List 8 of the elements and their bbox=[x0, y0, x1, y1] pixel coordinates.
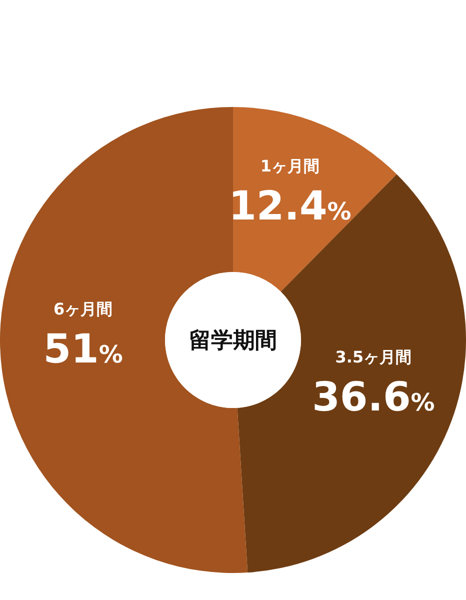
slice-label: 3.5ヶ月間 bbox=[335, 348, 412, 367]
slice-label: 1ヶ月間 bbox=[260, 156, 320, 176]
data-label: 36.6% bbox=[312, 374, 435, 421]
data-label: 51% bbox=[43, 326, 123, 373]
slice-label: 6ヶ月間 bbox=[54, 300, 113, 319]
text: 留学期間 bbox=[189, 328, 277, 354]
data-label: 12.4% bbox=[228, 183, 352, 230]
donut-slice bbox=[233, 107, 397, 292]
